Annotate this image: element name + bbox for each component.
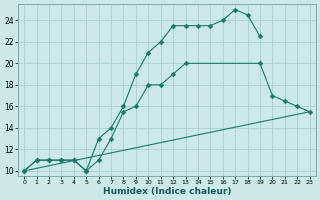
X-axis label: Humidex (Indice chaleur): Humidex (Indice chaleur) [103, 187, 231, 196]
